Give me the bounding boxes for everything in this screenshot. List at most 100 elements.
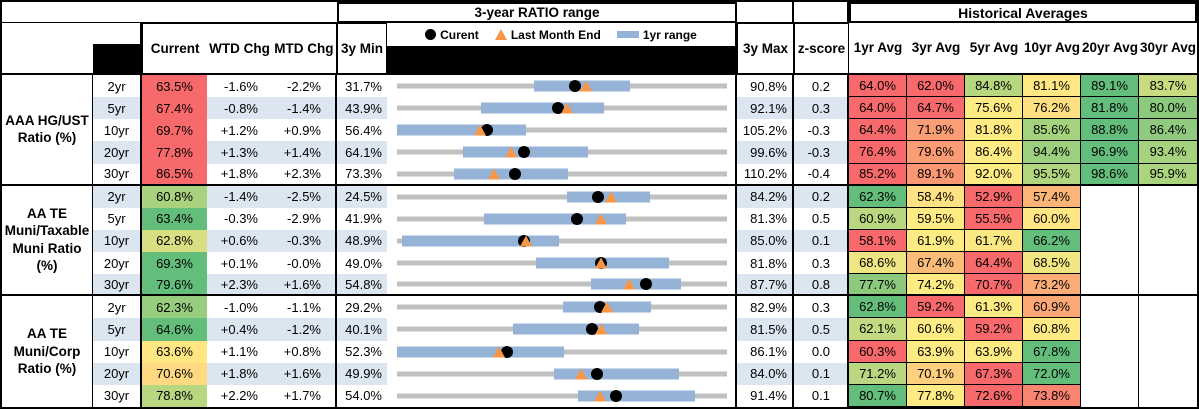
range-chart <box>387 185 737 208</box>
min-cell: 40.1% <box>337 318 387 341</box>
range-bar-1yr <box>397 124 527 136</box>
max-cell: 92.1% <box>737 97 794 120</box>
wtd-cell: +0.6% <box>207 229 272 252</box>
current-dot <box>586 323 599 336</box>
last-month-triangle <box>474 124 487 136</box>
range-chart <box>387 252 737 275</box>
group-label: AA TE Muni/Corp Ratio (%) <box>2 296 93 407</box>
avg-cell: 64.4% <box>849 119 907 142</box>
term-cell: 5yr <box>93 318 142 341</box>
avg-cell: 98.6% <box>1081 163 1139 186</box>
avg-cell: 89.1% <box>1081 75 1139 98</box>
min-cell: 54.8% <box>337 274 387 297</box>
avg-cell-empty <box>1081 340 1139 363</box>
avg-cell: 62.8% <box>849 296 907 319</box>
avg-cell: 75.6% <box>965 97 1023 120</box>
mtd-chg-header: MTD Chg <box>274 41 334 56</box>
min-cell: 24.5% <box>337 185 387 208</box>
z-cell: 0.2 <box>794 75 849 98</box>
range-chart <box>387 75 737 98</box>
avg-cell: 64.7% <box>907 97 965 120</box>
avg-cell: 85.6% <box>1023 119 1081 142</box>
avg-cell: 57.4% <box>1023 185 1081 208</box>
avg-cell: 81.8% <box>1081 97 1139 120</box>
wtd-cell: +0.1% <box>207 252 272 275</box>
max-cell: 81.3% <box>737 207 794 230</box>
group-label: AA TE Muni/Taxable Muni Ratio (%) <box>2 185 93 297</box>
mtd-cell: +1.4% <box>272 141 337 164</box>
legend-last-month: Last Month End <box>494 28 601 42</box>
range-chart <box>387 163 737 186</box>
current-dot <box>571 212 584 225</box>
term-cell: 30yr <box>93 384 142 407</box>
range-chart <box>387 207 737 230</box>
range-bar-icon <box>616 31 639 38</box>
avg-cell-empty <box>1139 384 1197 407</box>
max-cell: 87.7% <box>737 274 794 297</box>
min-cell: 64.1% <box>337 141 387 164</box>
last-month-triangle <box>560 102 573 114</box>
avg-cell: 64.0% <box>849 75 907 98</box>
min-cell: 43.9% <box>337 97 387 120</box>
avg-cell: 76.2% <box>1023 97 1081 120</box>
max-header: 3y Max <box>737 23 794 75</box>
avg-cell: 60.3% <box>849 340 907 363</box>
avg-cell: 92.0% <box>965 163 1023 186</box>
avg-cell: 70.1% <box>907 362 965 385</box>
avg-header-10yr: 10yr Avg <box>1023 23 1081 75</box>
range-line-3y <box>397 127 727 133</box>
min-cell: 29.2% <box>337 296 387 319</box>
max-cell: 99.6% <box>737 141 794 164</box>
avg-cell: 66.2% <box>1023 229 1081 252</box>
avg-cell: 73.2% <box>1023 274 1081 297</box>
range-chart <box>387 296 737 319</box>
current-dot <box>568 80 581 93</box>
current-dot <box>591 367 604 380</box>
black-band <box>387 46 735 73</box>
current-cell: 69.7% <box>142 119 207 142</box>
last-month-triangle <box>594 257 607 269</box>
current-dot <box>591 190 604 203</box>
z-cell: 0.3 <box>794 252 849 275</box>
min-header: 3y Min <box>337 23 387 75</box>
term-cell: 5yr <box>93 97 142 120</box>
last-month-triangle <box>493 346 505 358</box>
term-cell: 10yr <box>93 119 142 142</box>
avg-cell: 71.9% <box>907 119 965 142</box>
avg-cell: 61.3% <box>965 296 1023 319</box>
avg-header-3yr: 3yr Avg <box>907 23 965 75</box>
current-header: Current <box>150 41 200 56</box>
mtd-cell: +1.6% <box>272 362 337 385</box>
range-chart <box>387 97 737 120</box>
avg-cell: 70.7% <box>965 274 1023 297</box>
avg-cell: 77.8% <box>907 384 965 407</box>
top-left-blank <box>2 2 337 23</box>
mtd-cell: +1.7% <box>272 384 337 407</box>
avg-cell: 52.9% <box>965 185 1023 208</box>
avg-cell: 62.3% <box>849 185 907 208</box>
range-line-3y <box>397 304 727 310</box>
mtd-cell: -1.4% <box>272 97 337 120</box>
avg-cell-empty <box>1139 318 1197 341</box>
current-cell: 63.5% <box>142 75 207 98</box>
range-line-3y <box>397 393 727 399</box>
range-chart <box>387 340 737 363</box>
min-cell: 49.9% <box>337 362 387 385</box>
current-cell: 67.4% <box>142 97 207 120</box>
range-bar-1yr <box>481 102 604 114</box>
avg-cell: 67.4% <box>907 252 965 275</box>
avg-cell: 96.9% <box>1081 141 1139 164</box>
avg-cell: 79.6% <box>907 141 965 164</box>
avg-cell: 68.5% <box>1023 252 1081 275</box>
max-cell: 81.5% <box>737 318 794 341</box>
current-cell: 62.3% <box>142 296 207 319</box>
range-chart <box>387 274 737 297</box>
range-bar-1yr <box>484 213 627 225</box>
wtd-cell: +1.2% <box>207 119 272 142</box>
avg-cell: 68.6% <box>849 252 907 275</box>
wtd-cell: +2.2% <box>207 384 272 407</box>
avg-cell: 80.0% <box>1139 97 1197 120</box>
term-cell: 20yr <box>93 362 142 385</box>
wtd-cell: -0.3% <box>207 207 272 230</box>
avg-cell: 80.7% <box>849 384 907 407</box>
